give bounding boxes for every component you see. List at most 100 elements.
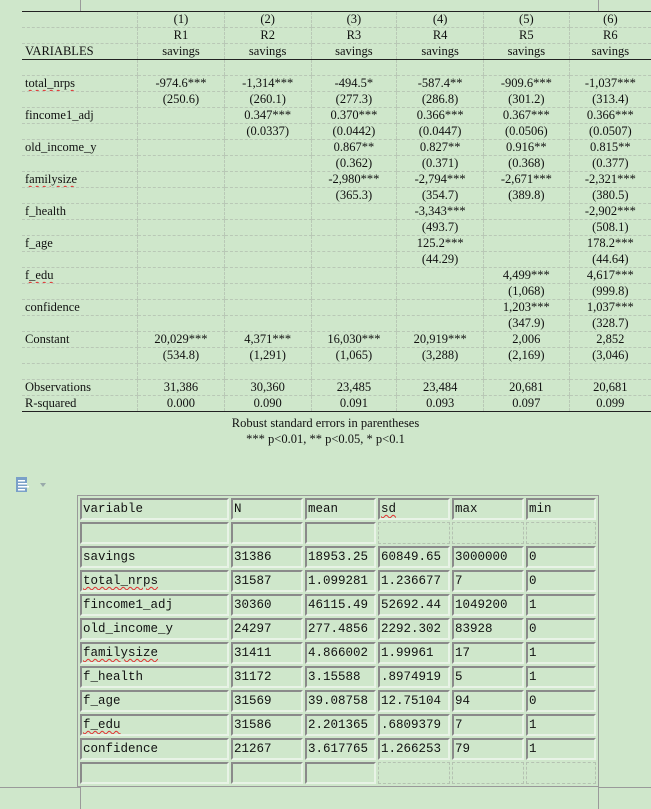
se-row: (250.6) (260.1) (277.3) (286.8) (301.2) (313.… [22,91,651,108]
sd-cell: 1.99961 [378,642,450,664]
std-error-cell: (3,288) [396,347,484,364]
observations-value: 20,681 [482,379,570,396]
min-cell: 1 [526,594,596,616]
coefficient-cell: 20,919*** [396,331,484,348]
std-error-cell [137,187,225,204]
std-error-cell: (286.8) [396,91,484,108]
std-error-cell: (3,046) [568,347,651,364]
column-header-model: R1 [137,27,225,44]
coef-row: total_nrps -974.6*** -1,314*** -494.5* -587.… [22,75,651,92]
paste-options-icon[interactable] [15,476,31,493]
coefficient-cell: 2,852 [568,331,651,348]
N-cell: 21267 [231,738,303,760]
mean-cell: 277.4856 [305,618,376,640]
summary-row: old_income_y 24297 277.4856 2292.302 83928 0 [80,618,596,640]
N-cell: 31586 [231,714,303,736]
regression-block: (1) (2) (3) (4) (5) (6) R1 R2 R3 R4 R5 R6 VARIABLES s… [0,11,651,447]
empty-cell [22,347,138,364]
coefficient-cell [310,203,397,220]
page-margin-line [598,787,599,809]
coefficient-cell: -2,794*** [396,171,484,188]
coef-row: old_income_y 0.867** 0.827** 0.916** 0.815** [22,139,651,156]
empty-cell [80,762,229,784]
std-error-cell: (508.1) [568,219,651,236]
std-error-cell: (0.0337) [223,123,312,140]
coefficient-cell: -2,671*** [482,171,570,188]
sd-cell: 52692.44 [378,594,450,616]
max-cell: 17 [452,642,524,664]
std-error-cell [223,283,312,300]
sd-cell: 60849.65 [378,546,450,568]
spacer-row [22,59,651,76]
coefficient-cell: 0.366*** [568,107,651,124]
empty-cell [310,363,397,380]
std-error-cell: (44.64) [568,251,651,268]
coefficient-cell: -2,980*** [310,171,397,188]
variable-label: f_age [22,235,138,252]
se-row: (347.9) (328.7) [22,315,651,332]
r_squared-value: 0.090 [223,395,312,412]
coefficient-cell: 16,030*** [310,331,397,348]
empty-cell [305,762,376,784]
std-error-cell [396,283,484,300]
coefficient-cell [137,235,225,252]
se-row: (1,068) (999.8) [22,283,651,300]
min-cell: 0 [526,618,596,640]
max-cell: 7 [452,570,524,592]
coefficient-cell [396,299,484,316]
column-header-num: (5) [482,11,570,28]
regression-note-se: Robust standard errors in parentheses [231,416,420,430]
mean-cell: 18953.25 [305,546,376,568]
coefficient-cell: -2,321*** [568,171,651,188]
sd-cell: 1.266253 [378,738,450,760]
coefficient-cell [137,267,225,284]
coefficient-cell [223,139,312,156]
empty-cell [526,522,596,544]
sd-cell: 2292.302 [378,618,450,640]
se-row: (0.0337) (0.0442) (0.0447) (0.0506) (0.0507) [22,123,651,140]
std-error-cell: (44.29) [396,251,484,268]
N-cell: 31411 [231,642,303,664]
std-error-cell: (1,065) [310,347,397,364]
empty-cell [396,363,484,380]
empty-cell [396,59,484,76]
empty-cell [452,522,524,544]
empty-cell [22,315,138,332]
empty-cell [568,363,651,380]
std-error-cell: (0.371) [396,155,484,172]
coefficient-cell: -1,037*** [568,75,651,92]
std-error-cell [223,251,312,268]
mean-cell: 2.201365 [305,714,376,736]
coefficient-cell: 0.370*** [310,107,397,124]
empty-cell [378,762,450,784]
column-header-model: R5 [482,27,570,44]
std-error-cell: (354.7) [396,187,484,204]
summary-row: f_edu 31586 2.201365.6809379 7 1 [80,714,596,736]
std-error-cell [223,315,312,332]
coefficient-cell [137,171,225,188]
coefficient-cell [482,203,570,220]
variable-label: total_nrps [22,75,138,92]
r_squared-value: 0.093 [396,395,484,412]
summary-row: total_nrps 31587 1.099281 1.236677 7 0 [80,570,596,592]
coefficient-cell: 125.2*** [396,235,484,252]
std-error-cell: (0.0506) [482,123,570,140]
sd-cell: .6809379 [378,714,450,736]
N-cell: 31172 [231,666,303,688]
coefficient-cell: 4,499*** [482,267,570,284]
column-header-num: (3) [310,11,397,28]
column-header-mean: mean [305,498,376,520]
max-cell: 5 [452,666,524,688]
std-error-cell [223,219,312,236]
page-margin-line [598,787,651,788]
header-row: R1 R2 R3 R4 R5 R6 [22,27,651,44]
std-error-cell [137,155,225,172]
std-error-cell: (365.3) [310,187,397,204]
coefficient-cell: 2,006 [482,331,570,348]
column-header-dep: savings [568,43,651,60]
max-cell: 3000000 [452,546,524,568]
min-cell: 0 [526,690,596,712]
paste-options-dropdown-icon[interactable] [40,483,46,487]
column-header-dep: savings [482,43,570,60]
